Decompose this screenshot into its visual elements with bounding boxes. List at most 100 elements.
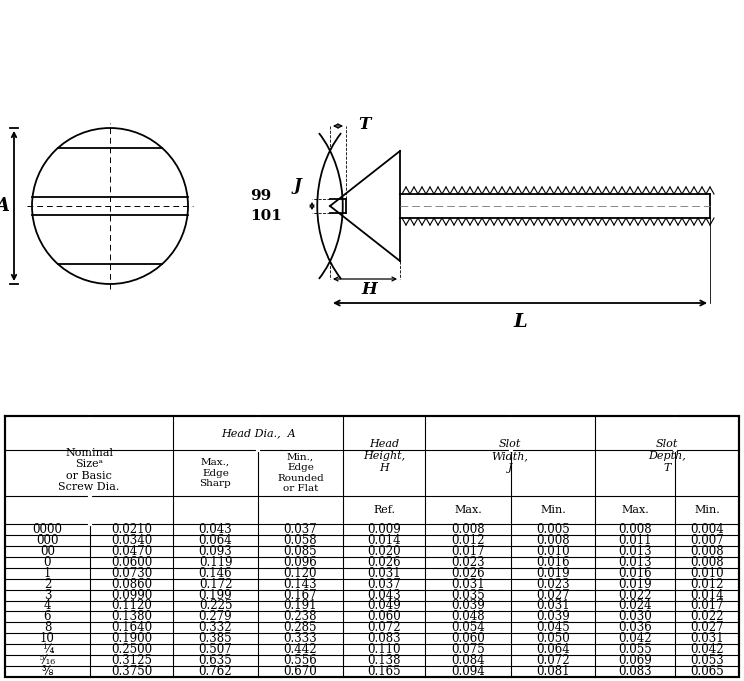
Text: 0.083: 0.083 xyxy=(618,665,652,678)
Text: 0.333: 0.333 xyxy=(283,632,318,646)
Text: 0.042: 0.042 xyxy=(690,643,724,656)
Text: 0.1900: 0.1900 xyxy=(111,632,152,646)
Text: 0.0860: 0.0860 xyxy=(111,577,152,590)
Text: 0.037: 0.037 xyxy=(283,523,318,536)
Text: 0.013: 0.013 xyxy=(618,556,652,569)
Text: ⅜: ⅜ xyxy=(42,665,53,678)
Text: 0.005: 0.005 xyxy=(536,523,570,536)
Text: A: A xyxy=(0,197,9,215)
Text: 0.036: 0.036 xyxy=(618,621,652,634)
Text: 0.670: 0.670 xyxy=(283,665,318,678)
Text: 0.027: 0.027 xyxy=(536,588,570,601)
Text: 3: 3 xyxy=(44,588,51,601)
Text: 0.012: 0.012 xyxy=(452,534,485,547)
Text: 8: 8 xyxy=(44,621,51,634)
Text: 0.031: 0.031 xyxy=(536,599,570,612)
Text: 2: 2 xyxy=(44,577,51,590)
Text: 0.635: 0.635 xyxy=(199,654,232,667)
Text: Ref.: Ref. xyxy=(373,505,395,515)
Text: 0.119: 0.119 xyxy=(199,556,232,569)
Text: 0.060: 0.060 xyxy=(367,610,401,623)
Text: 0.075: 0.075 xyxy=(451,643,485,656)
Text: 0.0730: 0.0730 xyxy=(111,567,152,580)
Text: 0.039: 0.039 xyxy=(536,610,570,623)
Text: 0.0990: 0.0990 xyxy=(111,588,152,601)
Text: 0.120: 0.120 xyxy=(283,567,317,580)
Text: 000: 000 xyxy=(36,534,59,547)
Text: 0.011: 0.011 xyxy=(618,534,652,547)
Text: 0.014: 0.014 xyxy=(690,588,724,601)
Text: 0.035: 0.035 xyxy=(451,588,485,601)
Text: 0.027: 0.027 xyxy=(690,621,724,634)
Text: 0.064: 0.064 xyxy=(536,643,570,656)
Text: 0.048: 0.048 xyxy=(451,610,485,623)
Text: 0.0340: 0.0340 xyxy=(111,534,152,547)
Text: 0.279: 0.279 xyxy=(199,610,232,623)
Text: 0.143: 0.143 xyxy=(283,577,317,590)
Text: 0.008: 0.008 xyxy=(536,534,570,547)
Text: 0.072: 0.072 xyxy=(368,621,401,634)
Text: 0.191: 0.191 xyxy=(283,599,317,612)
Text: Head
Height,
H: Head Height, H xyxy=(363,439,405,473)
Text: 0.031: 0.031 xyxy=(368,567,401,580)
Text: 0.008: 0.008 xyxy=(690,545,724,558)
Text: 1: 1 xyxy=(44,567,51,580)
Text: 0.167: 0.167 xyxy=(283,588,317,601)
Text: 0000: 0000 xyxy=(33,523,62,536)
Text: 0.093: 0.093 xyxy=(199,545,232,558)
Text: 0.039: 0.039 xyxy=(451,599,485,612)
Text: Slot
Depth,
T: Slot Depth, T xyxy=(648,439,686,473)
Text: 0.064: 0.064 xyxy=(199,534,232,547)
Text: 0.165: 0.165 xyxy=(368,665,401,678)
Text: 0.007: 0.007 xyxy=(690,534,724,547)
Text: 0.037: 0.037 xyxy=(367,577,401,590)
Text: 0.019: 0.019 xyxy=(536,567,570,580)
Text: 0.043: 0.043 xyxy=(367,588,401,601)
Text: 0.110: 0.110 xyxy=(368,643,401,656)
Text: 0.050: 0.050 xyxy=(536,632,570,646)
Text: 0.004: 0.004 xyxy=(690,523,724,536)
Text: 0.010: 0.010 xyxy=(690,567,724,580)
Text: 0.019: 0.019 xyxy=(618,577,652,590)
Text: 0.507: 0.507 xyxy=(199,643,232,656)
Text: 0.084: 0.084 xyxy=(451,654,485,667)
Text: 0.054: 0.054 xyxy=(451,621,485,634)
Text: Max.: Max. xyxy=(454,505,482,515)
Text: Min.: Min. xyxy=(694,505,720,515)
Text: 0.138: 0.138 xyxy=(368,654,401,667)
Text: 0.013: 0.013 xyxy=(618,545,652,558)
Text: 0.043: 0.043 xyxy=(199,523,232,536)
Text: 0.014: 0.014 xyxy=(368,534,401,547)
Text: J: J xyxy=(294,177,302,194)
Text: 0.065: 0.065 xyxy=(690,665,724,678)
Text: 0.238: 0.238 xyxy=(283,610,317,623)
Text: 0.762: 0.762 xyxy=(199,665,232,678)
Text: 0.009: 0.009 xyxy=(367,523,401,536)
Text: 0.045: 0.045 xyxy=(536,621,570,634)
Text: 0.2500: 0.2500 xyxy=(111,643,152,656)
Text: 0.332: 0.332 xyxy=(199,621,232,634)
Text: 0.172: 0.172 xyxy=(199,577,232,590)
Text: 0.069: 0.069 xyxy=(618,654,652,667)
Text: 0.010: 0.010 xyxy=(536,545,570,558)
Text: 0.199: 0.199 xyxy=(199,588,232,601)
Text: 0.060: 0.060 xyxy=(451,632,485,646)
Text: 0.026: 0.026 xyxy=(451,567,485,580)
Text: 0.0600: 0.0600 xyxy=(111,556,152,569)
Text: 0.072: 0.072 xyxy=(536,654,570,667)
Text: 0.012: 0.012 xyxy=(690,577,724,590)
Text: 0.008: 0.008 xyxy=(618,523,652,536)
Text: 0.083: 0.083 xyxy=(368,632,401,646)
Text: 0.008: 0.008 xyxy=(690,556,724,569)
Text: 0.385: 0.385 xyxy=(199,632,232,646)
Text: 6: 6 xyxy=(44,610,51,623)
Text: 10: 10 xyxy=(40,632,55,646)
Text: Head Dia.,  A: Head Dia., A xyxy=(221,428,295,438)
Text: 0.081: 0.081 xyxy=(536,665,570,678)
Text: 0.053: 0.053 xyxy=(690,654,724,667)
Text: 0: 0 xyxy=(44,556,51,569)
Text: 0.146: 0.146 xyxy=(199,567,232,580)
Text: 0.042: 0.042 xyxy=(618,632,652,646)
Text: 0.3750: 0.3750 xyxy=(111,665,152,678)
Text: 0.094: 0.094 xyxy=(451,665,485,678)
